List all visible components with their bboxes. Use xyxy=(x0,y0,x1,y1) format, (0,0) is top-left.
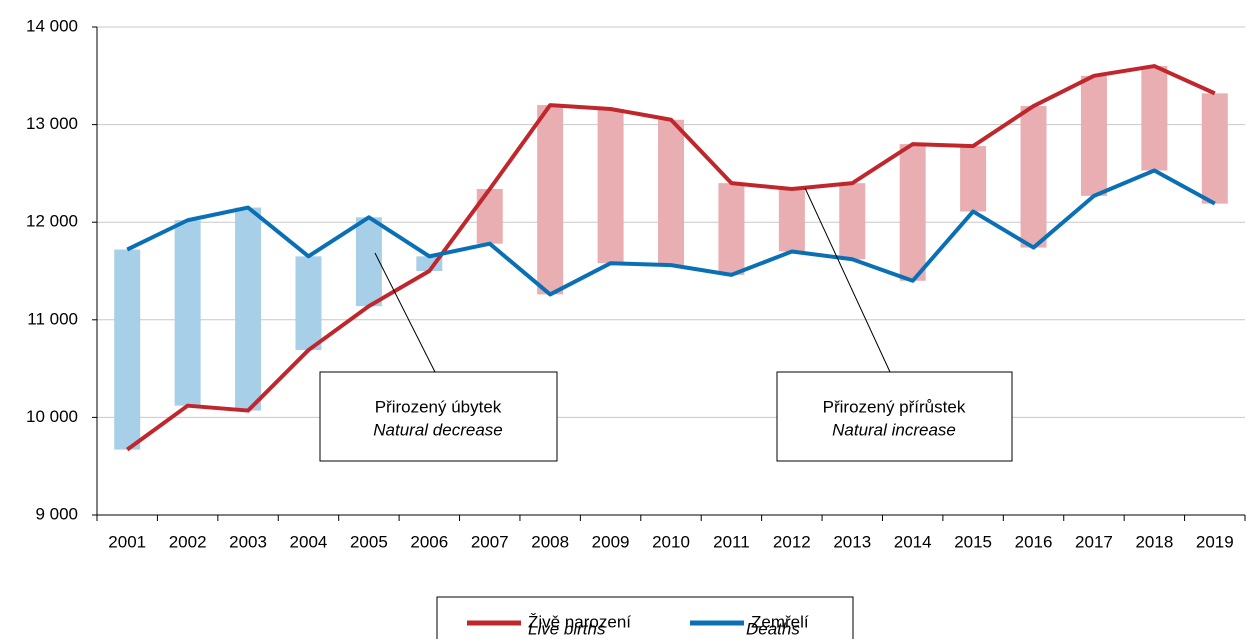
legend xyxy=(436,596,854,639)
range-bar xyxy=(355,217,382,307)
y-tick-label: 12 000 xyxy=(26,212,78,231)
x-tick-label: 2017 xyxy=(1075,532,1113,551)
x-tick-label: 2011 xyxy=(713,532,750,551)
leader-line xyxy=(374,252,436,373)
x-tick-label: 2005 xyxy=(350,532,388,551)
x-tick-label: 2010 xyxy=(652,532,690,551)
range-bar xyxy=(537,105,564,295)
x-tick-label: 2007 xyxy=(471,532,509,551)
x-tick-label: 2003 xyxy=(229,532,267,551)
range-bar xyxy=(1020,106,1047,248)
y-tick-label: 11 000 xyxy=(27,309,78,328)
series-line xyxy=(126,168,1216,297)
annotation: Přirozený přírůstek xyxy=(823,397,966,416)
x-tick-label: 2016 xyxy=(1015,532,1053,551)
range-bar xyxy=(778,189,805,252)
range-bar xyxy=(597,108,624,264)
annotation: Natural increase xyxy=(832,420,956,439)
legend-label: Živě narození xyxy=(528,612,631,631)
legend-label: Deaths xyxy=(746,619,800,638)
annotation-box xyxy=(776,371,1013,462)
range-bar xyxy=(114,249,141,450)
x-tick-label: 2018 xyxy=(1135,532,1173,551)
range-bar xyxy=(960,146,987,212)
annotation-box xyxy=(319,371,558,462)
series-line xyxy=(126,64,1216,452)
range-bar xyxy=(1080,75,1107,196)
x-tick-label: 2008 xyxy=(531,532,569,551)
leader-line xyxy=(804,187,891,373)
x-tick-label: 2019 xyxy=(1196,532,1234,551)
x-tick-label: 2009 xyxy=(592,532,630,551)
legend-label: Live births xyxy=(528,619,606,638)
y-tick-label: 9 000 xyxy=(35,504,78,523)
legend-label: Zemřelí xyxy=(751,612,809,631)
range-bar xyxy=(1141,66,1168,171)
y-tick-label: 10 000 xyxy=(26,407,78,426)
y-tick-label: 13 000 xyxy=(26,114,78,133)
range-bar xyxy=(658,119,684,266)
x-tick-label: 2002 xyxy=(169,532,207,551)
range-bar xyxy=(1201,93,1228,204)
x-tick-label: 2013 xyxy=(833,532,871,551)
y-tick-label: 14 000 xyxy=(26,16,78,35)
range-bar xyxy=(839,183,866,260)
x-tick-label: 2012 xyxy=(773,532,811,551)
x-tick-label: 2015 xyxy=(954,532,992,551)
range-bar xyxy=(174,220,201,406)
x-tick-label: 2006 xyxy=(410,532,448,551)
x-tick-label: 2014 xyxy=(894,532,932,551)
annotation: Natural decrease xyxy=(373,420,502,439)
x-tick-label: 2004 xyxy=(290,532,328,551)
x-tick-label: 2001 xyxy=(108,532,146,551)
range-bar xyxy=(899,144,926,281)
range-bar xyxy=(718,183,745,275)
annotation: Přirozený úbytek xyxy=(375,397,502,416)
range-bar xyxy=(235,207,262,411)
range-bar xyxy=(476,189,503,244)
range-bar xyxy=(295,256,322,351)
